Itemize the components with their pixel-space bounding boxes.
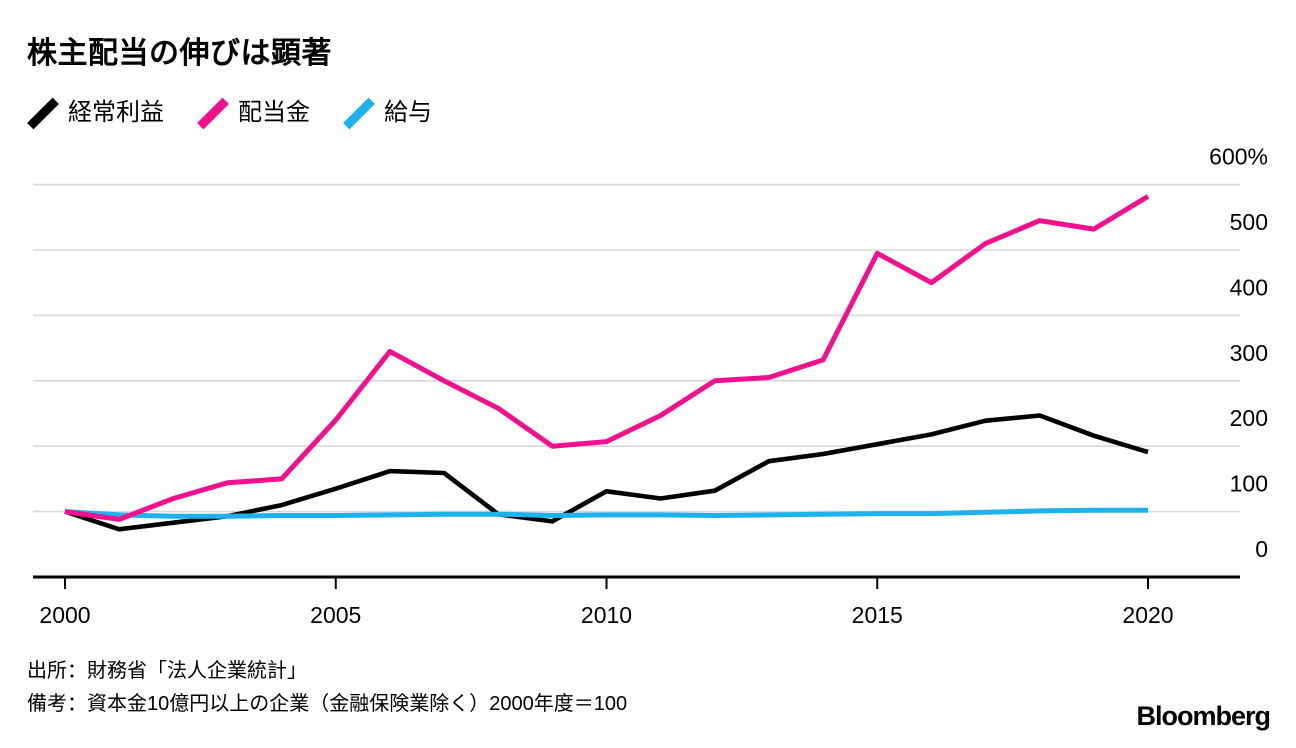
legend-label: 給与 [384, 99, 432, 126]
legend-label: 配当金 [238, 99, 310, 126]
x-tick-label: 2000 [39, 602, 90, 628]
x-tick-label: 2020 [1122, 602, 1173, 628]
x-tick-label: 2005 [310, 602, 361, 628]
x-tick-label: 2010 [581, 602, 632, 628]
legend: 経常利益 配当金 給与 [27, 97, 432, 130]
y-tick-label: 100 [1230, 471, 1268, 497]
footer-notes: 出所：財務省「法人企業統計」 備考：資本金10億円以上の企業（金融保険業除く）2… [27, 655, 627, 721]
source-note: 出所：財務省「法人企業統計」 [27, 660, 307, 682]
chart-title: 株主配当の伸びは顕著 [27, 37, 332, 70]
y-tick-label: 600% [1209, 144, 1268, 170]
legend-item-dividends: 配当金 [197, 97, 310, 130]
legend-label: 経常利益 [68, 99, 164, 126]
series-line-wages [64, 507, 1148, 519]
bloomberg-logo: Bloomberg [1136, 701, 1271, 731]
y-tick-label: 200 [1230, 405, 1268, 431]
series-line-ordinary-profit [64, 413, 1149, 532]
legend-item-ordinary-profit: 経常利益 [27, 97, 164, 130]
y-tick-label: 0 [1255, 536, 1268, 562]
methodology-note: 備考：資本金10億円以上の企業（金融保険業除く）2000年度＝100 [27, 693, 628, 715]
series-line-dividends [64, 194, 1150, 522]
y-tick-label: 400 [1230, 274, 1268, 300]
legend-item-wages: 給与 [343, 97, 432, 130]
y-tick-label: 500 [1230, 209, 1268, 235]
x-tick-label: 2015 [852, 602, 903, 628]
y-tick-label: 300 [1230, 340, 1268, 366]
